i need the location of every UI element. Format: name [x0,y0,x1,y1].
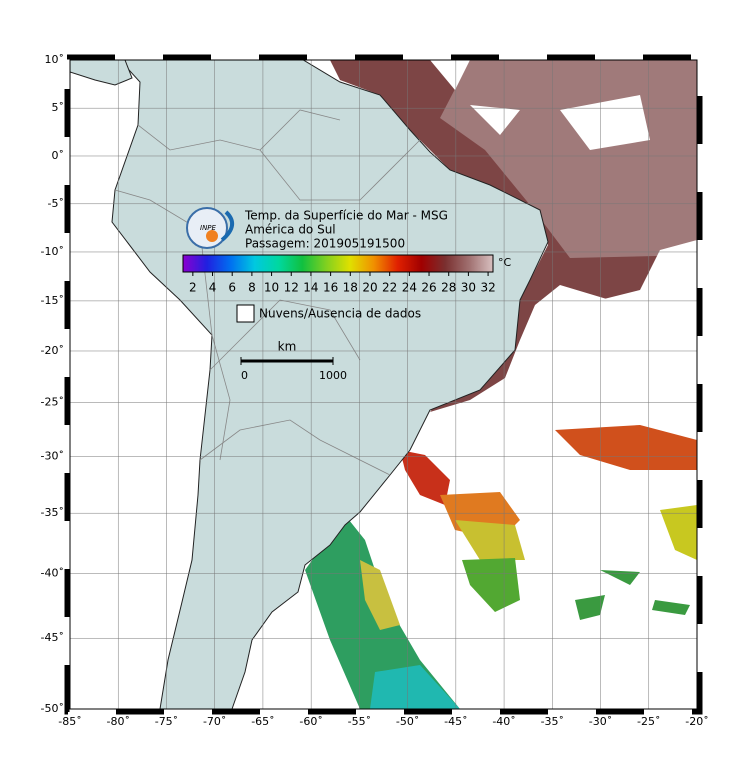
frame-checker [64,54,703,715]
colorbar-tick-label: 8 [248,281,256,295]
sst-shelf-warm [360,560,400,630]
lat-tick-label: -35˚ [41,506,64,519]
colorbar-tick-label: 4 [209,281,217,295]
sst-red [400,450,450,505]
lat-tick-label: -40˚ [41,566,64,579]
colorbar-tick-label: 26 [421,281,436,295]
lat-tick-label: -25˚ [41,396,64,409]
lon-tick-label: -50˚ [396,715,419,728]
lat-tick-label: 0˚ [52,149,65,162]
colorbar-tick-label: 18 [343,281,358,295]
colorbar-tick-label: 32 [480,281,495,295]
sst-yellow [660,505,697,560]
lat-tick-label: -50˚ [41,702,64,715]
subtitle: Passagem: 201905191500 [245,237,405,251]
logo: INPE [186,207,234,249]
lon-tick-label: -20˚ [685,715,708,728]
colorbar-tick-label: 2 [189,281,197,295]
lat-tick-label: -5˚ [48,197,64,210]
lon-tick-label: -25˚ [637,715,660,728]
colorbar-tick-label: 28 [441,281,456,295]
colorbar-tick-label: 6 [228,281,236,295]
lon-tick-label: -30˚ [589,715,612,728]
colorbar-tick-label: 14 [303,281,318,295]
subtitle: América do Sul [245,223,336,237]
land-central-america [70,60,133,86]
sst-red [555,425,697,470]
sst-yellow [455,520,525,560]
legend-label: Nuvens/Ausencia de dados [259,307,421,321]
lat-tick-label: -20˚ [41,344,64,357]
colorbar-tick-label: 10 [264,281,279,295]
borders [114,109,421,476]
lat-tick-label: 5˚ [52,101,65,114]
colorbar [182,254,494,273]
sst-shelf-cold [370,665,460,709]
colorbar-tick-label: 22 [382,281,397,295]
colorbar-tick-label: 20 [362,281,377,295]
lon-tick-label: -80˚ [106,715,129,728]
lon-tick-label: -70˚ [203,715,226,728]
colorbar-tick-label: 12 [284,281,299,295]
colorbar-tick-label: 30 [461,281,476,295]
map-area [70,60,697,709]
lon-tick-label: -35˚ [541,715,564,728]
lon-tick-label: -85˚ [58,715,81,728]
frame [69,59,698,710]
colorbar-unit: °C [498,256,512,269]
scale-unit: km [278,340,297,354]
scale-label: 1000 [319,369,347,382]
colorbar-tick-label: 24 [402,281,417,295]
clouds [430,60,697,300]
lat-tick-label: -15˚ [41,294,64,307]
lon-tick-label: -45˚ [444,715,467,728]
colorbar-tick-label: 16 [323,281,338,295]
lat-tick-label: -45˚ [41,631,64,644]
lon-tick-label: -65˚ [251,715,274,728]
logo-text: INPE [200,224,217,232]
sst-green [575,570,690,620]
lon-tick-label: -55˚ [348,715,371,728]
sst-green [462,558,520,612]
lat-tick-label: -30˚ [41,450,64,463]
title: Temp. da Superfície do Mar - MSG [244,209,448,223]
scale-label: 0 [241,369,248,382]
lon-tick-label: -40˚ [492,715,515,728]
lon-tick-label: -60˚ [299,715,322,728]
legend-swatch [236,304,255,323]
lon-tick-label: -75˚ [155,715,178,728]
lat-tick-label: -10˚ [41,245,64,258]
lat-tick-label: 10˚ [45,53,65,66]
